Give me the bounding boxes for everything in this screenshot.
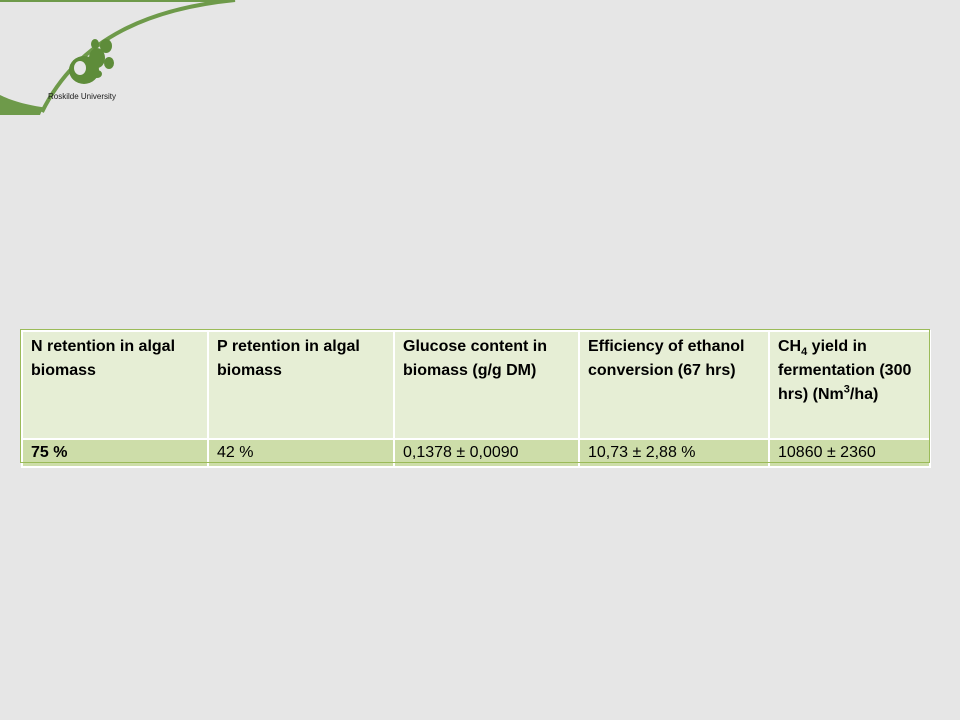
table-header-row: N retention in algal biomass P retention…	[21, 330, 931, 440]
results-table: N retention in algal biomass P retention…	[21, 330, 931, 468]
header-p-retention: P retention in algal biomass	[207, 330, 395, 440]
logo-text: Roskilde University	[48, 92, 117, 101]
cell-ch4-yield: 10860 ± 2360	[768, 438, 931, 468]
cell-glucose-content: 0,1378 ± 0,0090	[393, 438, 580, 468]
header-n-retention: N retention in algal biomass	[21, 330, 209, 440]
table-row: 75 % 42 % 0,1378 ± 0,0090 10,73 ± 2,88 %…	[21, 438, 931, 468]
cell-p-retention: 42 %	[207, 438, 395, 468]
header-glucose-content: Glucose content in biomass (g/g DM)	[393, 330, 580, 440]
header-ch4-yield: CH4 yield in fermentation (300 hrs) (Nm3…	[768, 330, 931, 440]
paw-leaf-logo-icon	[69, 39, 114, 84]
cell-ethanol-efficiency: 10,73 ± 2,88 %	[578, 438, 770, 468]
header-ethanol-efficiency: Efficiency of ethanol conversion (67 hrs…	[578, 330, 770, 440]
cell-n-retention: 75 %	[21, 438, 209, 468]
university-logo: Roskilde University	[48, 36, 158, 106]
